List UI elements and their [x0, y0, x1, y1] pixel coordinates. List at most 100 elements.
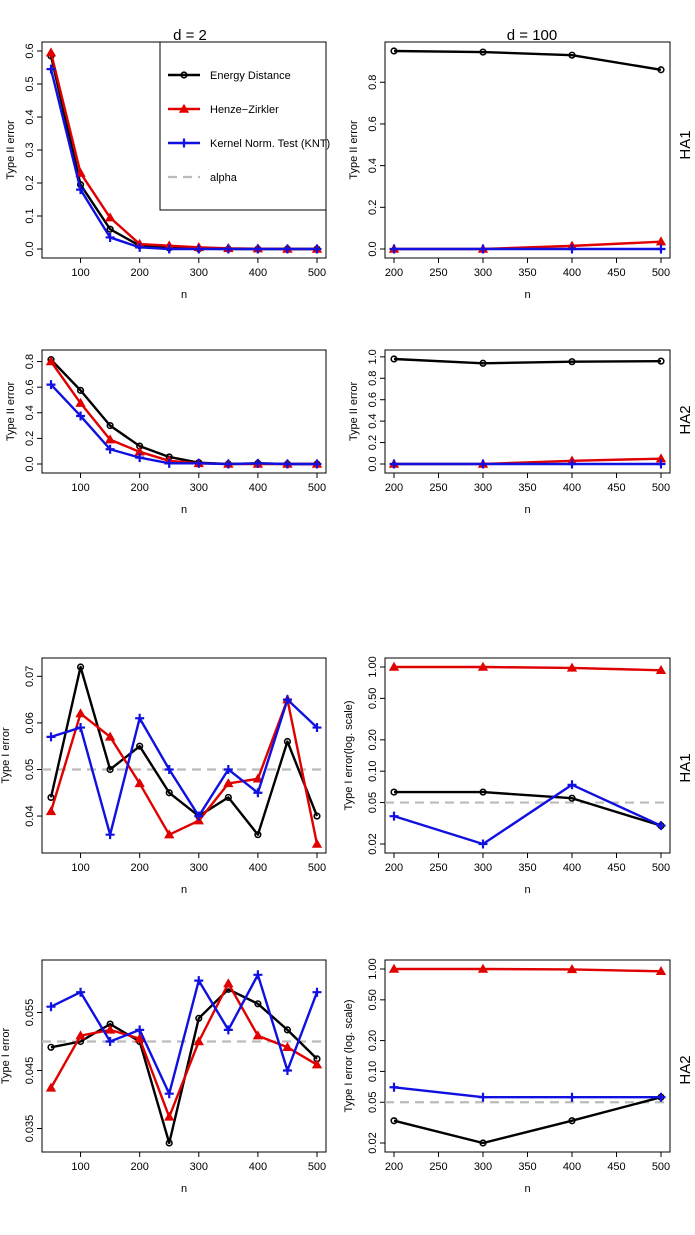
- x-tick-label: 350: [518, 862, 536, 874]
- point-knt: [223, 459, 233, 469]
- x-tick-label: 300: [474, 267, 492, 279]
- y-tick-label: 0.6: [367, 392, 379, 407]
- y-tick-label: 0.10: [367, 1061, 379, 1082]
- point-hz: [566, 662, 578, 672]
- point-knt: [194, 811, 204, 821]
- point-energy: [47, 793, 55, 802]
- column-title-d2: d = 2: [173, 27, 207, 44]
- y-tick-label: 0.035: [24, 1115, 36, 1143]
- point-energy: [390, 47, 398, 55]
- point-hz: [134, 778, 145, 788]
- y-tick-label: 0.6: [24, 43, 36, 58]
- plot-frame: [41, 959, 327, 1153]
- point-knt: [135, 1025, 145, 1035]
- point-knt: [135, 713, 145, 723]
- x-tick-label: 500: [308, 482, 326, 494]
- point-knt: [253, 458, 263, 468]
- point-hz: [252, 773, 264, 783]
- point-knt: [76, 987, 86, 997]
- series-line-knt: [393, 1086, 661, 1099]
- point-hz: [104, 1024, 116, 1034]
- point-knt: [389, 459, 399, 469]
- point-hz: [75, 397, 86, 407]
- point-knt: [164, 764, 174, 774]
- y-tick-label: 1.0: [367, 349, 379, 364]
- point-energy: [568, 1117, 576, 1125]
- point-energy: [390, 788, 398, 796]
- x-tick-label: 400: [249, 267, 267, 279]
- series-line-energy: [50, 988, 318, 1145]
- x-tick-label: 200: [385, 1161, 403, 1173]
- point-knt: [282, 1066, 292, 1075]
- point-hz: [134, 1033, 145, 1043]
- y-axis-label: Type I error: [0, 727, 12, 784]
- y-tick-label: 0.0: [367, 456, 379, 471]
- y-tick-label: 0.0: [367, 241, 379, 256]
- point-energy: [254, 831, 262, 839]
- panel-r0c0: 100 200 300 400 500 n 0.0 0.1 0.2 0.3 0.4 0.5 0.6 Typ…: [5, 41, 330, 301]
- point-energy: [568, 51, 576, 59]
- point-energy: [479, 788, 487, 796]
- row-label-3: HA1: [677, 753, 694, 782]
- x-tick-label: 200: [130, 482, 148, 494]
- x-tick-label: 100: [71, 862, 89, 874]
- legend-box: [159, 41, 327, 211]
- x-tick-label: 300: [190, 1161, 208, 1173]
- point-knt: [389, 811, 399, 821]
- point-knt: [76, 723, 86, 733]
- x-axis-label: n: [181, 884, 187, 896]
- y-axis-label: Type I error: [0, 1028, 12, 1085]
- row-label-4: HA2: [677, 1055, 694, 1084]
- plot-frame: [384, 657, 671, 854]
- x-tick-label: 200: [130, 267, 148, 279]
- x-axis-label: n: [181, 289, 187, 301]
- series-line-energy: [50, 358, 317, 466]
- y-axis-label: Type I error(log. scale): [343, 700, 355, 810]
- series-line-energy: [394, 790, 662, 827]
- point-hz: [566, 964, 578, 974]
- y-tick-label: 0.045: [24, 1057, 36, 1085]
- point-knt: [76, 411, 86, 421]
- x-tick-label: 300: [474, 482, 492, 494]
- point-knt: [478, 459, 488, 469]
- y-tick-label: 0.4: [367, 413, 379, 428]
- x-tick-label: 500: [652, 482, 670, 494]
- point-energy: [195, 1014, 203, 1022]
- point-energy: [76, 663, 85, 671]
- point-energy: [254, 1000, 262, 1008]
- series-line-hz: [49, 982, 318, 1119]
- row-label-1: HA1: [677, 130, 694, 159]
- series-line-energy: [393, 357, 662, 365]
- series-line-hz: [50, 360, 317, 466]
- y-tick-label: 0.07: [24, 666, 36, 687]
- point-knt: [312, 723, 322, 733]
- x-tick-label: 200: [130, 862, 148, 874]
- point-knt: [223, 764, 233, 774]
- point-hz: [164, 829, 175, 839]
- y-tick-label: 0.8: [367, 371, 379, 386]
- y-tick-label: 0.055: [24, 999, 36, 1027]
- point-hz: [164, 1111, 175, 1121]
- point-energy: [479, 359, 487, 367]
- x-tick-label: 300: [474, 862, 492, 874]
- panel-r3c0: 100 200 300 400 500 n 0.035 0.045 0.055 Type I er…: [0, 959, 327, 1195]
- x-tick-label: 300: [474, 1161, 492, 1173]
- y-tick-label: 1.00: [367, 958, 379, 979]
- point-energy: [568, 794, 576, 802]
- y-tick-label: 0.04: [24, 805, 36, 826]
- point-hz: [193, 1036, 204, 1046]
- point-knt: [194, 458, 204, 468]
- point-knt: [478, 244, 488, 254]
- x-tick-label: 300: [190, 862, 208, 874]
- point-energy: [165, 789, 173, 797]
- point-hz: [104, 212, 116, 222]
- point-energy: [106, 421, 114, 430]
- panel-r1c0: 100 200 300 400 500 n 0.0 0.2 0.4 0.6 0.8 Type II e…: [5, 349, 327, 516]
- legend-label-alpha: alpha: [210, 172, 238, 184]
- point-hz: [282, 1041, 293, 1052]
- point-knt: [194, 976, 204, 986]
- x-tick-label: 500: [308, 1161, 326, 1173]
- point-knt: [76, 185, 86, 195]
- series-line-hz: [49, 698, 319, 845]
- y-tick-label: 0.4: [24, 405, 36, 420]
